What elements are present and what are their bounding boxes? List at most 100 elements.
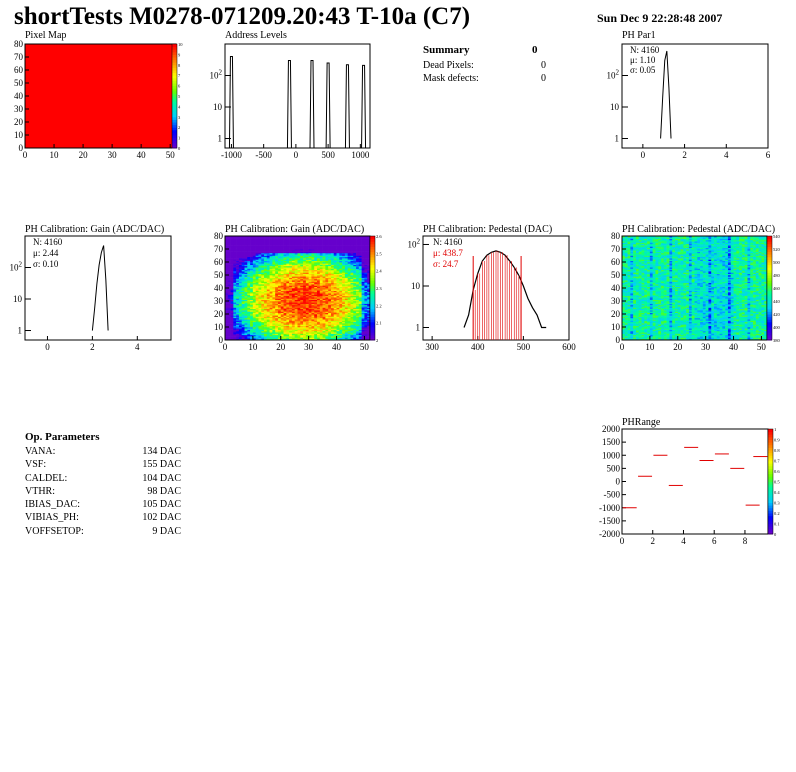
heatmap-cell: [330, 255, 335, 258]
heatmap-cell: [314, 285, 318, 287]
heatmap-cell: [624, 323, 628, 325]
heatmap-cell: [241, 250, 245, 252]
heatmap-cell: [238, 315, 243, 317]
heatmap-cell: [247, 263, 251, 265]
heatmap-cell: [333, 268, 337, 271]
heatmap-cell: [272, 304, 276, 307]
heatmap-cell: [238, 324, 243, 326]
heatmap-cell: [630, 284, 634, 286]
heatmap-cell: [258, 316, 262, 319]
heatmap-cell: [358, 310, 362, 312]
heatmap-cell: [339, 306, 343, 308]
heatmap-cell: [622, 260, 626, 263]
heatmap-cell: [627, 316, 631, 319]
heatmap-cell: [347, 285, 351, 287]
heatmap-cell: [319, 236, 323, 238]
heatmap-cell: [342, 237, 346, 239]
heatmap-cell: [633, 332, 637, 334]
heatmap-cell: [328, 260, 332, 263]
heatmap-cell: [336, 284, 340, 286]
heatmap-cell: [230, 303, 234, 306]
heatmap-cell: [344, 334, 348, 337]
heatmap-cell: [225, 263, 229, 265]
heatmap-cell: [314, 271, 318, 273]
heatmap-cell: [367, 308, 371, 311]
heatmap-cell: [361, 306, 365, 308]
heatmap-cell: [286, 272, 290, 274]
heatmap-cell: [358, 267, 362, 269]
heatmap-cell: [227, 320, 231, 323]
heatmap-cell: [241, 336, 245, 338]
heatmap-cell: [300, 241, 304, 243]
heatmap-cell: [325, 323, 329, 325]
heatmap-cell: [364, 297, 368, 299]
heatmap-cell: [289, 324, 293, 326]
heatmap-cell: [283, 267, 287, 269]
heatmap-cell: [311, 317, 315, 320]
heatmap-cell: [319, 316, 323, 319]
heatmap-cell: [342, 321, 346, 324]
heatmap-cell: [280, 289, 284, 291]
heatmap-cell: [342, 269, 346, 272]
heatmap-cell: [330, 325, 335, 328]
heatmap-cell: [250, 260, 254, 263]
heatmap-cell: [322, 272, 326, 274]
heatmap-cell: [247, 299, 251, 302]
heatmap-cell: [347, 249, 351, 251]
heatmap-cell: [252, 268, 256, 271]
heatmap-cell: [347, 312, 351, 315]
heatmap-cell: [277, 338, 282, 341]
heatmap-cell: [333, 302, 337, 304]
heatmap-cell: [244, 297, 248, 299]
heatmap-cell: [344, 299, 348, 302]
heatmap-cell: [358, 290, 362, 293]
heatmap-cell: [303, 250, 307, 252]
heatmap-cell: [250, 303, 254, 306]
heatmap-cell: [311, 267, 315, 269]
heatmap-cell: [291, 289, 296, 291]
heatmap-cell: [255, 272, 259, 274]
heatmap-cell: [630, 315, 634, 317]
heatmap-cell: [264, 236, 268, 238]
heatmap-cell: [325, 327, 329, 329]
heatmap-cell: [247, 251, 251, 254]
heatmap-cell: [300, 263, 304, 265]
heatmap-cell: [339, 264, 343, 267]
heatmap-cell: [361, 295, 365, 298]
heatmap-cell: [633, 262, 637, 264]
heatmap-cell: [305, 268, 309, 271]
heatmap-cell: [241, 272, 245, 274]
heatmap-cell: [250, 281, 254, 284]
heatmap-cell: [258, 332, 262, 334]
heatmap-cell: [367, 245, 371, 247]
heatmap-cell: [300, 321, 304, 324]
heatmap-cell: [311, 254, 315, 256]
heatmap-cell: [225, 290, 229, 293]
heatmap-cell: [269, 295, 273, 298]
heatmap-cell: [330, 245, 335, 247]
heatmap-cell: [225, 265, 229, 268]
heatmap-cell: [358, 312, 362, 315]
heatmap-cell: [291, 259, 296, 261]
heatmap-cell: [303, 241, 307, 243]
heatmap-cell: [358, 259, 362, 261]
heatmap-cell: [247, 304, 251, 307]
heatmap-cell: [630, 295, 634, 298]
heatmap-cell: [303, 277, 307, 280]
heatmap-cell: [633, 281, 637, 284]
heatmap-cell: [336, 312, 340, 315]
heatmap-cell: [255, 301, 259, 303]
heatmap-cell: [367, 254, 371, 256]
address-peak: [286, 59, 292, 149]
heatmap-cell: [264, 304, 268, 307]
heatmap-cell: [286, 251, 290, 254]
heatmap-cell: [635, 250, 640, 252]
heatmap-cell: [280, 250, 284, 252]
heatmap-cell: [622, 269, 626, 272]
heatmap-cell: [236, 321, 240, 324]
heatmap-cell: [250, 310, 254, 312]
heatmap-cell: [358, 264, 362, 267]
heatmap-cell: [336, 320, 340, 323]
stat-mean: μ: 1.10: [630, 55, 656, 65]
heatmap-cell: [266, 295, 270, 298]
